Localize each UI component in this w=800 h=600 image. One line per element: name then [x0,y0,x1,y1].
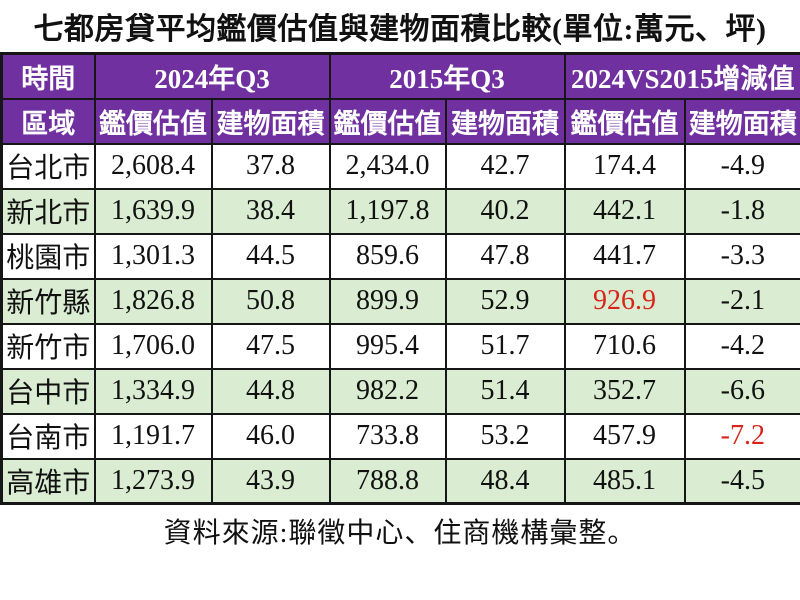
value-cell: 859.6 [328,232,447,280]
group-header-diff: 2024VS2015增減值 [563,52,800,100]
region-cell: 新北市 [0,187,96,235]
value-cell: 46.0 [210,412,331,460]
corner-cell-time: 時間 [0,52,96,100]
region-cell: 高雄市 [0,457,96,505]
value-cell: 788.8 [328,457,447,505]
region-cell: 桃園市 [0,232,96,280]
region-cell: 台中市 [0,367,96,415]
value-cell: 48.4 [444,457,566,505]
region-cell: 台南市 [0,412,96,460]
value-cell: 37.8 [210,142,331,190]
page-title: 七都房貸平均鑑價估值與建物面積比較(單位:萬元、坪) [33,13,767,46]
subheader-area-2015: 建物面積 [444,97,566,145]
header-row-region: 區域 鑑價估值 建物面積 鑑價估值 建物面積 鑑價估值 建物面積 [0,97,800,145]
value-cell: 43.9 [210,457,331,505]
value-cell: 926.9 [563,277,686,325]
value-cell: -3.3 [683,232,800,280]
table-row: 台南市 1,191.7 46.0 733.8 53.2 457.9 -7.2 [0,412,800,460]
region-cell: 台北市 [0,142,96,190]
value-cell: 2,608.4 [93,142,213,190]
subheader-appraisal-diff: 鑑價估值 [563,97,686,145]
subheader-area-2024: 建物面積 [210,97,331,145]
value-cell: -2.1 [683,277,800,325]
subheader-appraisal-2024: 鑑價估值 [93,97,213,145]
value-cell: -4.9 [683,142,800,190]
subheader-area-diff: 建物面積 [683,97,800,145]
subheader-appraisal-2015: 鑑價估值 [328,97,447,145]
table-body: 台北市 2,608.4 37.8 2,434.0 42.7 174.4 -4.9 新北市 1,6… [0,142,800,505]
value-cell: 51.7 [444,322,566,370]
value-cell: 1,273.9 [93,457,213,505]
value-cell: 441.7 [563,232,686,280]
source-note: 資料來源:聯徵中心、住商機構彙整。 [163,518,637,549]
value-cell: -1.8 [683,187,800,235]
value-cell: 1,334.9 [93,367,213,415]
value-cell: 44.8 [210,367,331,415]
value-cell: 733.8 [328,412,447,460]
group-header-2015q3: 2015年Q3 [328,52,566,100]
table-row: 新竹市 1,706.0 47.5 995.4 51.7 710.6 -4.2 [0,322,800,370]
value-cell: 899.9 [328,277,447,325]
value-cell: 485.1 [563,457,686,505]
value-cell: -4.2 [683,322,800,370]
value-cell: 38.4 [210,187,331,235]
value-cell: 352.7 [563,367,686,415]
value-cell: -7.2 [683,412,800,460]
value-cell: 174.4 [563,142,686,190]
value-cell: 995.4 [328,322,447,370]
region-cell: 新竹縣 [0,277,96,325]
value-cell: -4.5 [683,457,800,505]
comparison-table: 時間 2024年Q3 2015年Q3 2024VS2015增減值 區域 鑑價估值… [0,52,800,505]
value-cell: 1,826.8 [93,277,213,325]
value-cell: 1,191.7 [93,412,213,460]
value-cell: 1,639.9 [93,187,213,235]
value-cell: 52.9 [444,277,566,325]
value-cell: 710.6 [563,322,686,370]
table-header: 時間 2024年Q3 2015年Q3 2024VS2015增減值 區域 鑑價估值… [0,52,800,145]
value-cell: 2,434.0 [328,142,447,190]
value-cell: 40.2 [444,187,566,235]
table-row: 台北市 2,608.4 37.8 2,434.0 42.7 174.4 -4.9 [0,142,800,190]
value-cell: 50.8 [210,277,331,325]
table-row: 新北市 1,639.9 38.4 1,197.8 40.2 442.1 -1.8 [0,187,800,235]
header-row-time: 時間 2024年Q3 2015年Q3 2024VS2015增減值 [0,52,800,100]
value-cell: 457.9 [563,412,686,460]
group-header-2024q3: 2024年Q3 [93,52,331,100]
value-cell: 47.8 [444,232,566,280]
value-cell: 1,301.3 [93,232,213,280]
value-cell: -6.6 [683,367,800,415]
value-cell: 53.2 [444,412,566,460]
table-row: 台中市 1,334.9 44.8 982.2 51.4 352.7 -6.6 [0,367,800,415]
value-cell: 42.7 [444,142,566,190]
value-cell: 44.5 [210,232,331,280]
table-row: 新竹縣 1,826.8 50.8 899.9 52.9 926.9 -2.1 [0,277,800,325]
value-cell: 47.5 [210,322,331,370]
value-cell: 1,706.0 [93,322,213,370]
value-cell: 51.4 [444,367,566,415]
table-row: 桃園市 1,301.3 44.5 859.6 47.8 441.7 -3.3 [0,232,800,280]
region-cell: 新竹市 [0,322,96,370]
corner-cell-region: 區域 [0,97,96,145]
value-cell: 1,197.8 [328,187,447,235]
value-cell: 442.1 [563,187,686,235]
table-row: 高雄市 1,273.9 43.9 788.8 48.4 485.1 -4.5 [0,457,800,505]
value-cell: 982.2 [328,367,447,415]
